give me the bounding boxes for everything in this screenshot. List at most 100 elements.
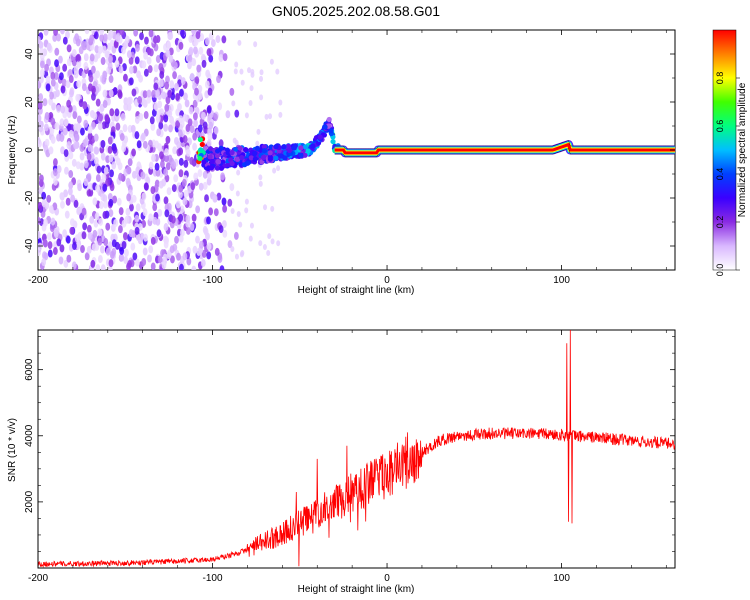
spectrogram-cell — [205, 69, 211, 78]
spectrogram-cell — [175, 92, 180, 101]
spectrogram-cell — [69, 218, 75, 227]
spectrogram-cell — [267, 156, 273, 162]
spectrogram-cell — [149, 116, 155, 125]
spectrogram-cell — [151, 154, 156, 163]
spectrogram-cell — [119, 30, 125, 36]
spectrogram-cell — [102, 194, 108, 203]
spectrogram-cell — [108, 89, 114, 98]
snr-x-tick-label: 0 — [384, 573, 390, 584]
spectrogram-cell — [68, 151, 74, 160]
spectrogram-cell — [42, 239, 48, 248]
spectrogram-cell — [129, 203, 134, 212]
spectrogram-cell — [272, 167, 277, 174]
spectrogram-cell — [81, 231, 87, 240]
spectrogram-cell — [236, 169, 241, 176]
spectrogram-cell — [182, 113, 188, 122]
spectrogram-cell — [207, 154, 213, 160]
spectrogram-ridge-edge — [334, 140, 675, 150]
snr-y-ticks: 2000 4000 6000 — [24, 336, 675, 569]
spectrogram-cell — [88, 83, 93, 92]
spectrogram-cell — [134, 214, 140, 223]
spectrogram-cell — [115, 34, 121, 43]
spectrogram-cell — [195, 31, 201, 40]
spectrogram-cell — [115, 122, 121, 131]
spectrogram-cell — [114, 108, 120, 117]
spectrogram-cell — [252, 150, 258, 156]
spectrogram-cell — [167, 89, 173, 98]
spectrogram-cell — [107, 145, 113, 154]
spectrogram-cell — [143, 68, 149, 77]
spectrogram-cell — [164, 154, 169, 163]
spectrogram-cell — [38, 35, 41, 44]
spectrogram-cell — [302, 144, 309, 150]
spectrogram-y-tick-label: -20 — [24, 190, 35, 205]
spectrogram-cell — [91, 65, 96, 74]
spectrogram-cell — [152, 216, 158, 225]
spectrogram-cell — [195, 205, 201, 214]
spectrogram-cell — [202, 170, 208, 179]
spectrogram-cell — [111, 161, 117, 170]
spectrogram-cell — [188, 46, 194, 55]
spectrogram-cell — [197, 169, 203, 178]
spectrogram-cell — [136, 140, 142, 149]
spectrogram-cell — [89, 215, 95, 224]
spectrogram-cell — [208, 54, 214, 63]
spectrogram-cell — [155, 55, 161, 64]
spectrogram-cell — [208, 146, 214, 152]
spectrogram-cell — [281, 144, 287, 150]
spectrogram-cell — [102, 70, 108, 79]
spectrogram-cell — [103, 200, 109, 209]
spectrogram-cell — [39, 68, 45, 77]
spectrogram-cell — [201, 111, 206, 120]
spectrogram-cell — [128, 65, 134, 74]
spectrogram-cell — [222, 229, 228, 238]
spectrogram-cell — [56, 104, 61, 113]
spectrogram-cell — [41, 191, 47, 200]
spectrogram-cell — [45, 75, 51, 84]
spectrogram-cell — [163, 114, 169, 123]
spectrogram-cell — [178, 147, 184, 156]
spectrogram-cell — [165, 135, 171, 144]
spectrogram-cell — [184, 145, 190, 154]
spectrogram-cell — [214, 148, 221, 154]
spectrogram-cell — [258, 240, 263, 247]
spectrogram-cell — [201, 159, 207, 165]
spectrogram-cell — [225, 149, 231, 156]
spectrogram-cell — [186, 257, 192, 266]
spectrogram-cell — [133, 30, 139, 37]
spectrogram-cell — [214, 165, 220, 171]
spectrogram-cell — [124, 215, 130, 224]
spectrogram-cell — [146, 47, 152, 56]
spectrogram-cell — [158, 121, 164, 130]
spectrogram-cell — [61, 78, 67, 87]
spectrogram-cell — [99, 33, 105, 42]
spectrogram-cell — [38, 136, 41, 145]
spectrogram-cell — [64, 210, 70, 219]
spectrogram-cell — [109, 108, 115, 117]
spectrogram-cell — [68, 75, 74, 84]
spectrogram-cell — [206, 139, 212, 148]
spectrogram-cell — [131, 148, 136, 157]
spectrogram-cell — [139, 232, 145, 241]
colorbar: 0.0 0.2 0.4 0.6 0.8 Normalized spectral ampl… — [712, 29, 748, 276]
spectrogram-cell — [108, 198, 114, 207]
spectrogram-cell — [59, 244, 65, 253]
spectrogram-cell — [185, 226, 191, 235]
spectrogram-cell — [81, 207, 87, 216]
spectrogram-cell — [240, 79, 245, 86]
spectrogram-cell — [192, 112, 198, 121]
spectrogram-cell — [168, 124, 173, 133]
spectrogram-cell — [201, 59, 207, 68]
spectrogram-cell — [39, 75, 44, 84]
spectrogram-cell — [193, 119, 198, 128]
spectrogram-cell — [166, 187, 172, 196]
spectrogram-cell — [143, 233, 148, 242]
spectrogram-cell — [268, 113, 273, 120]
spectrogram-cell — [248, 100, 253, 107]
spectrogram-cell — [203, 227, 209, 236]
spectrogram-cell — [161, 261, 167, 270]
spectrogram-cell — [126, 103, 132, 112]
spectrogram-cell — [126, 97, 132, 106]
colorbar-ticks: 0.0 0.2 0.4 0.6 0.8 — [715, 72, 740, 276]
